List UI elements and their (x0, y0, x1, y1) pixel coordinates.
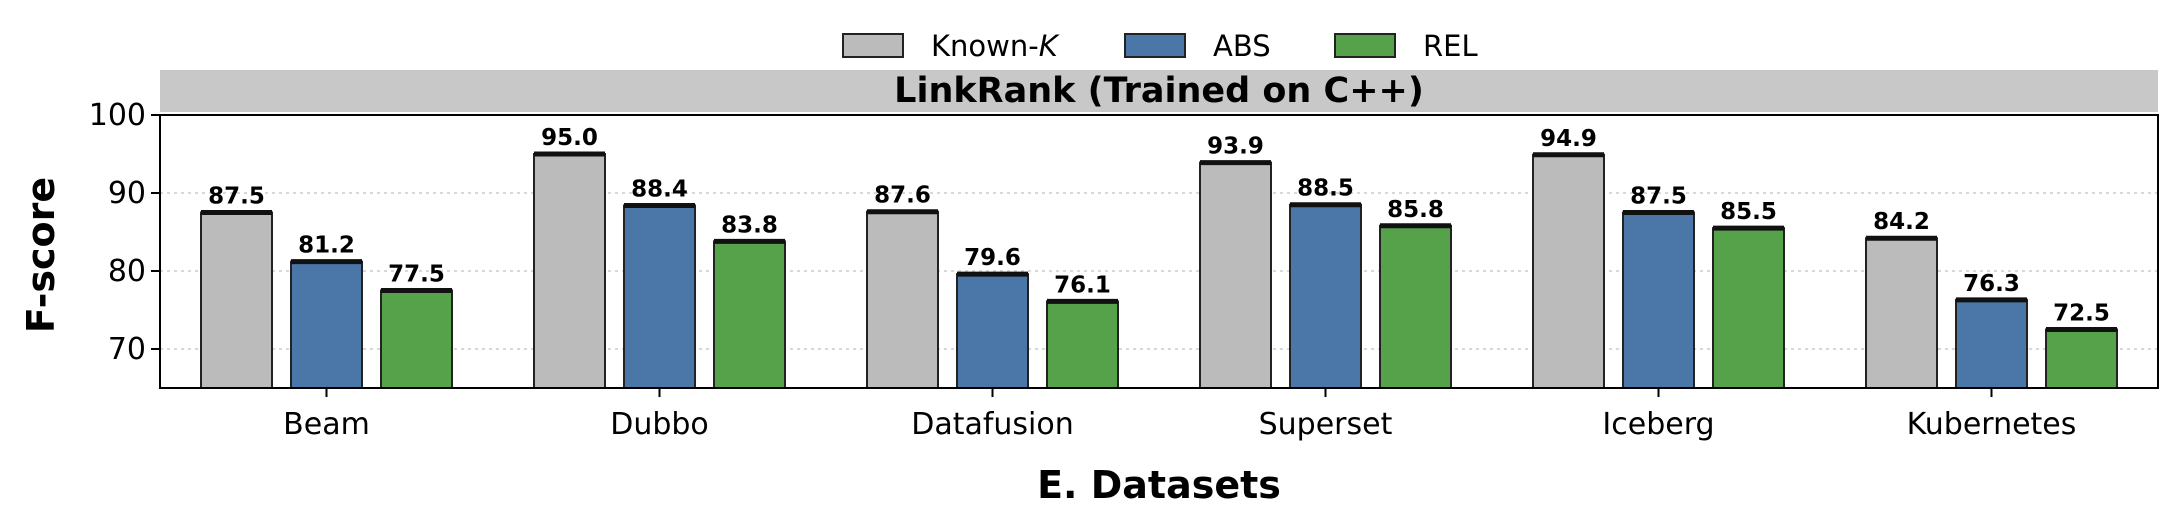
bar-superset-rel (1379, 224, 1452, 389)
legend-swatch-known-k (842, 33, 904, 58)
x-tick-label-kubernetes: Kubernetes (1907, 407, 2077, 442)
legend-label-abs: ABS (1213, 29, 1271, 63)
bar-dubbo-rel (713, 240, 786, 389)
bar-beam-abs (290, 260, 363, 390)
x-tick-label-dubbo: Dubbo (610, 407, 709, 442)
bar-beam-rel (380, 289, 453, 389)
y-axis-ticks: 70 80 90 100 (89, 98, 160, 367)
value-label-superset-known-k: 93.9 (1207, 134, 1264, 160)
value-label-iceberg-abs: 87.5 (1630, 184, 1687, 210)
legend: Known-K ABS REL (842, 29, 1478, 63)
y-tick-label-90: 90 (108, 176, 146, 211)
bar-iceberg-rel (1712, 227, 1785, 389)
x-tick-label-superset: Superset (1259, 407, 1393, 442)
legend-label-rel: REL (1423, 29, 1478, 63)
value-label-datafusion-known-k: 87.6 (874, 183, 931, 209)
value-label-iceberg-known-k: 94.9 (1540, 126, 1597, 152)
value-label-datafusion-abs: 79.6 (964, 245, 1021, 271)
bar-superset-abs (1289, 203, 1362, 389)
legend-swatch-rel (1334, 33, 1396, 58)
value-label-beam-abs: 81.2 (298, 233, 355, 259)
y-tick-label-70: 70 (108, 332, 146, 367)
value-label-iceberg-rel: 85.5 (1720, 199, 1777, 225)
bars: 87.5 81.2 77.5 95.0 88.4 83.8 87.6 79.6 76.1 93.9… (200, 125, 2118, 390)
value-label-dubbo-known-k: 95.0 (541, 125, 598, 151)
value-label-datafusion-rel: 76.1 (1054, 272, 1111, 298)
value-label-superset-abs: 88.5 (1297, 176, 1354, 202)
bar-datafusion-rel (1046, 300, 1119, 390)
x-tick-label-beam: Beam (283, 407, 370, 442)
value-label-superset-rel: 85.8 (1387, 197, 1444, 223)
bar-iceberg-known-k (1532, 153, 1605, 389)
bar-iceberg-abs (1622, 211, 1695, 389)
title-banner (160, 70, 2158, 112)
value-label-beam-rel: 77.5 (388, 262, 445, 288)
y-tick-label-100: 100 (89, 98, 146, 133)
value-label-kubernetes-known-k: 84.2 (1873, 209, 1930, 235)
value-label-kubernetes-rel: 72.5 (2053, 301, 2110, 327)
y-tick-label-80: 80 (108, 254, 146, 289)
bar-superset-known-k (1199, 161, 1272, 389)
bar-dubbo-abs (623, 204, 696, 389)
legend-swatch-abs (1124, 33, 1186, 58)
value-label-dubbo-abs: 88.4 (631, 176, 688, 202)
value-label-dubbo-rel: 83.8 (721, 212, 778, 238)
bar-kubernetes-known-k (1865, 237, 1938, 389)
bar-kubernetes-abs (1955, 298, 2028, 389)
gridlines (160, 192, 2158, 350)
bar-dubbo-known-k (533, 153, 606, 389)
x-tick-label-iceberg: Iceberg (1602, 407, 1714, 442)
bar-kubernetes-rel (2045, 328, 2118, 389)
bar-datafusion-abs (956, 273, 1029, 389)
value-label-beam-known-k: 87.5 (208, 184, 265, 210)
x-axis-title: E. Datasets (1037, 463, 1281, 507)
x-axis-ticks: Beam Dubbo Datafusion Superset Iceberg Kubern… (283, 388, 2076, 442)
plot-frame (159, 114, 2159, 389)
y-axis-title: F-score (19, 177, 63, 333)
legend-label-known-k: Known-K (931, 29, 1060, 63)
x-tick-label-datafusion: Datafusion (911, 407, 1074, 442)
bar-datafusion-known-k (866, 210, 939, 389)
bar-beam-known-k (200, 211, 273, 389)
value-label-kubernetes-abs: 76.3 (1963, 271, 2020, 297)
chart-title: LinkRank (Trained on C++) (894, 71, 1424, 111)
